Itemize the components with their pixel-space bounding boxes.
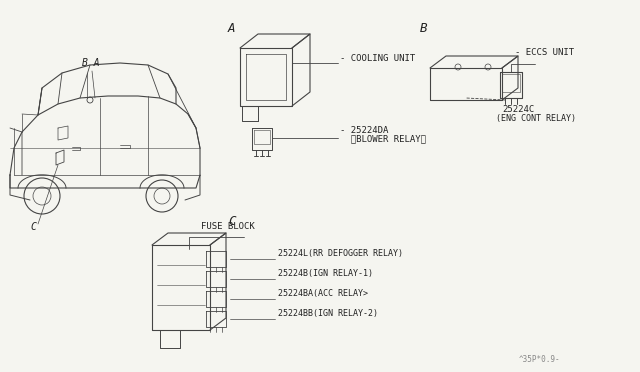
Text: - COOLING UNIT: - COOLING UNIT	[340, 54, 415, 63]
Text: 25224BA(ACC RELAY>: 25224BA(ACC RELAY>	[278, 289, 368, 298]
Text: - 25224DA: - 25224DA	[340, 126, 388, 135]
Text: C: C	[228, 215, 236, 228]
Text: 〈BLOWER RELAY〉: 〈BLOWER RELAY〉	[340, 134, 426, 143]
Text: ^35P*0.9-: ^35P*0.9-	[518, 355, 560, 364]
Text: FUSE BLOCK: FUSE BLOCK	[201, 222, 255, 231]
Text: 25224C: 25224C	[502, 105, 534, 114]
Text: B: B	[420, 22, 428, 35]
Text: A: A	[228, 22, 236, 35]
Text: (ENG CONT RELAY): (ENG CONT RELAY)	[496, 114, 576, 123]
Text: 25224B(IGN RELAY-1): 25224B(IGN RELAY-1)	[278, 269, 373, 278]
Text: B A: B A	[82, 58, 100, 68]
Text: 25224L(RR DEFOGGER RELAY): 25224L(RR DEFOGGER RELAY)	[278, 249, 403, 258]
Text: C: C	[30, 222, 36, 232]
Text: - ECCS UNIT: - ECCS UNIT	[515, 48, 574, 57]
Text: 25224BB(IGN RELAY-2): 25224BB(IGN RELAY-2)	[278, 309, 378, 318]
